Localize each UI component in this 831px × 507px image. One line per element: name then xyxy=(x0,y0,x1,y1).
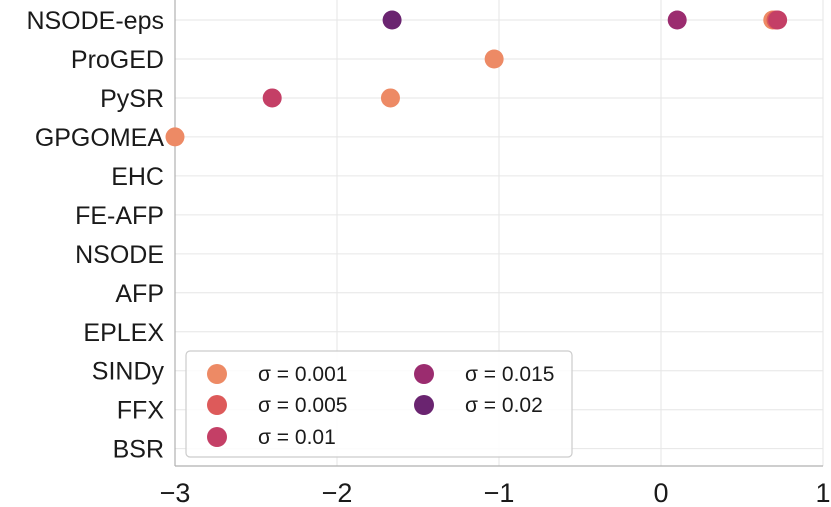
data-point xyxy=(768,10,788,30)
data-point xyxy=(667,10,687,30)
data-point xyxy=(165,127,185,147)
data-points xyxy=(165,10,788,147)
x-tick-label: −3 xyxy=(160,478,191,507)
y-tick-label: FFX xyxy=(117,397,165,425)
x-tick-labels: −3 −2 −1 0 1 xyxy=(160,478,831,507)
legend-box xyxy=(185,350,573,458)
y-tick-label: PySR xyxy=(100,85,164,113)
y-tick-label: NSODE-eps xyxy=(26,7,164,35)
data-point xyxy=(380,88,400,108)
legend-label: σ = 0.005 xyxy=(258,394,347,417)
y-tick-label: ProGED xyxy=(71,46,164,74)
y-tick-label: BSR xyxy=(113,436,164,464)
legend-label: σ = 0.015 xyxy=(465,363,554,386)
legend-marker xyxy=(207,395,227,415)
x-tick-label: −2 xyxy=(322,478,353,507)
axes xyxy=(174,0,823,467)
data-point xyxy=(382,10,402,30)
y-tick-label: GPGOMEA xyxy=(35,124,165,152)
y-tick-label: SINDy xyxy=(92,358,165,386)
y-tick-label: EHC xyxy=(111,163,164,191)
y-tick-label: EPLEX xyxy=(83,319,164,347)
data-point xyxy=(484,49,504,69)
x-tick-label: 1 xyxy=(815,478,830,507)
legend-label: σ = 0.02 xyxy=(465,394,543,417)
data-point xyxy=(262,88,282,108)
y-tick-labels: NSODE-eps ProGED PySR GPGOMEA EHC FE-AFP NSODE… xyxy=(26,7,164,464)
x-tick-label: −1 xyxy=(484,478,515,507)
legend-marker xyxy=(207,427,227,447)
legend: σ = 0.001 σ = 0.005 σ = 0.01 σ = 0.015 σ = 0… xyxy=(185,350,573,458)
y-tick-label: AFP xyxy=(115,280,164,308)
y-tick-label: FE-AFP xyxy=(75,202,164,230)
legend-marker xyxy=(414,395,434,415)
y-tick-label: NSODE xyxy=(75,241,164,269)
x-tick-label: 0 xyxy=(653,478,668,507)
legend-label: σ = 0.001 xyxy=(258,363,347,386)
legend-label: σ = 0.01 xyxy=(258,426,336,449)
legend-marker xyxy=(207,364,227,384)
legend-marker xyxy=(414,364,434,384)
